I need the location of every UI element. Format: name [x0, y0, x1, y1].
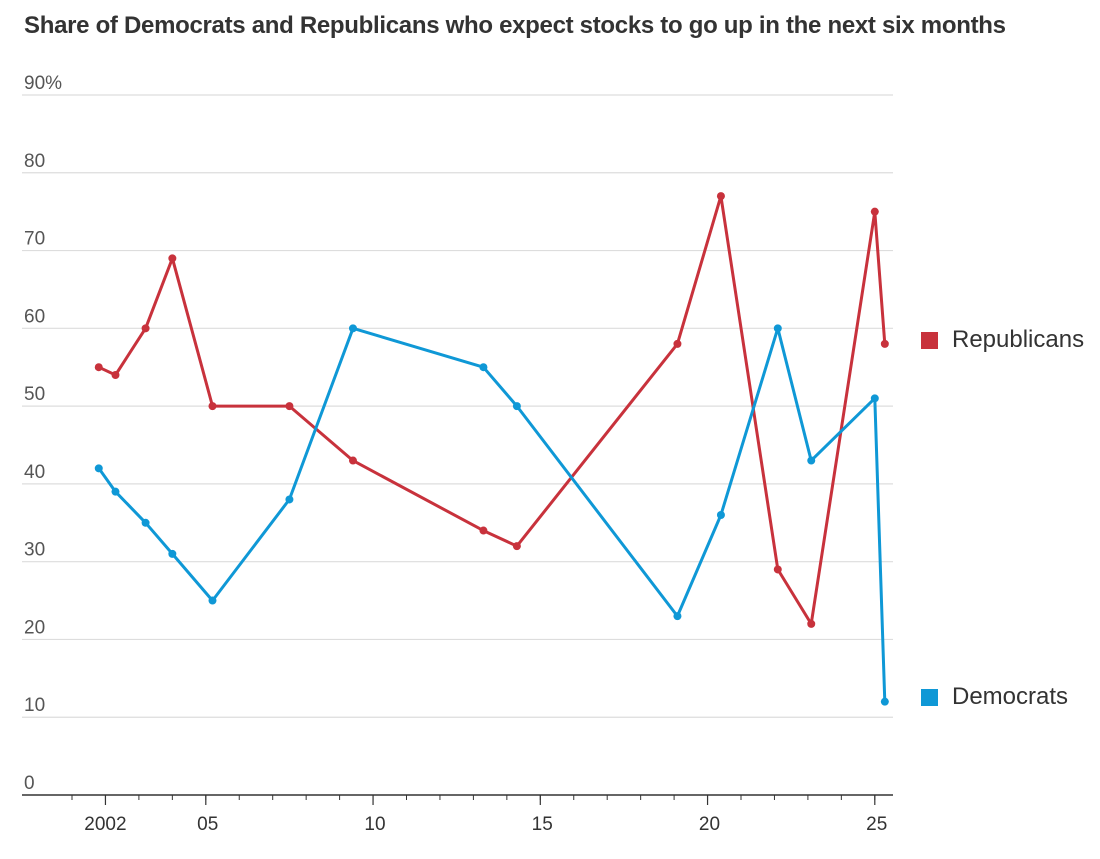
data-point-republicans	[807, 619, 816, 628]
chart-title: Share of Democrats and Republicans who e…	[24, 12, 1006, 39]
data-point-democrats	[94, 464, 103, 473]
y-tick-label: 20	[24, 617, 45, 638]
data-point-democrats	[512, 402, 521, 411]
x-tick-label: 2002	[84, 814, 126, 835]
data-point-democrats	[807, 456, 816, 465]
legend-item-democrats: Democrats	[921, 683, 1068, 711]
y-tick-label: 90%	[24, 73, 62, 94]
data-point-republicans	[773, 565, 782, 574]
data-point-democrats	[111, 487, 120, 496]
data-point-republicans	[141, 324, 150, 333]
data-point-democrats	[168, 549, 177, 558]
legend-label-republicans: Republicans	[952, 326, 1085, 353]
y-tick-label: 70	[24, 229, 45, 250]
data-point-republicans	[880, 339, 889, 348]
data-point-republicans	[512, 542, 521, 551]
data-point-republicans	[94, 363, 103, 372]
data-point-republicans	[168, 254, 177, 263]
data-point-democrats	[348, 324, 357, 333]
gridlines	[22, 94, 893, 718]
data-point-republicans	[348, 456, 357, 465]
x-tick-label: 20	[695, 814, 720, 835]
data-point-democrats	[716, 511, 725, 519]
y-tick-label: 50	[24, 384, 45, 405]
y-tick-label: 80	[24, 151, 45, 172]
x-axis: 2002 05 10 15 20 25	[22, 794, 893, 835]
series-points	[94, 192, 889, 706]
y-tick-label: 60	[24, 306, 45, 327]
y-tick-label: 30	[24, 540, 45, 561]
data-point-republicans	[716, 192, 725, 201]
series-line-republicans	[97, 194, 887, 626]
x-tick-label: 10	[361, 814, 386, 835]
data-point-republicans	[285, 402, 294, 411]
data-point-democrats	[141, 518, 150, 527]
legend-swatch-republicans	[921, 331, 938, 349]
y-tick-label: 10	[24, 695, 45, 716]
y-tick-label: 0	[24, 773, 35, 794]
x-tick-label: 25	[862, 814, 887, 835]
y-axis: 0 10 20 30 40 50 60 70 80 90%	[24, 73, 62, 794]
data-point-democrats	[870, 394, 879, 403]
data-point-democrats	[285, 495, 294, 504]
legend-item-republicans: Republicans	[921, 326, 1084, 354]
data-point-republicans	[111, 371, 120, 379]
data-point-republicans	[870, 207, 879, 216]
legend-label-democrats: Democrats	[952, 683, 1069, 710]
data-point-democrats	[479, 363, 488, 372]
data-point-republicans	[208, 402, 217, 411]
legend-swatch-democrats	[921, 688, 938, 706]
data-point-democrats	[673, 612, 682, 621]
data-point-democrats	[773, 324, 782, 333]
series-line-democrats	[97, 326, 887, 704]
x-tick-label: 05	[193, 814, 218, 835]
data-point-democrats	[880, 697, 889, 706]
y-tick-label: 40	[24, 462, 45, 483]
series-lines	[97, 194, 887, 704]
data-point-democrats	[208, 596, 217, 605]
data-point-republicans	[673, 339, 682, 348]
x-tick-label: 15	[528, 814, 553, 835]
data-point-republicans	[479, 526, 488, 535]
